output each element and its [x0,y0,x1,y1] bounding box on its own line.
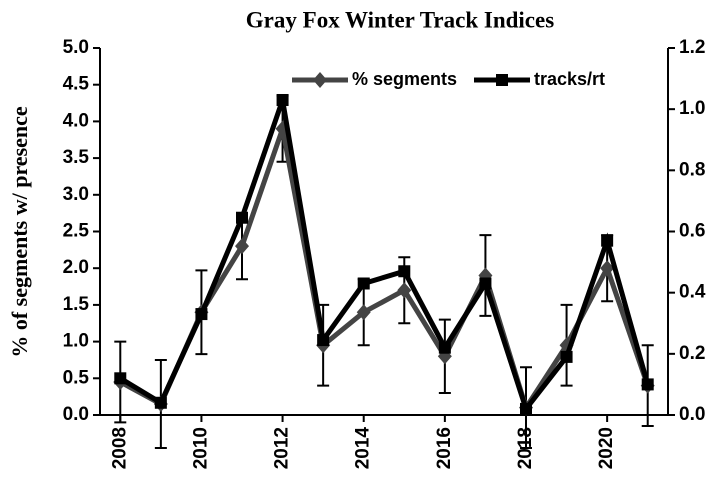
marker [560,350,573,363]
y-tick-label: 5.0 [63,37,89,58]
marker [438,341,451,354]
y-tick-label: 0.5 [63,367,90,388]
marker [154,396,167,409]
marker [236,211,248,224]
marker [317,334,330,347]
x-tick-label: 2012 [272,427,293,469]
legend-marker [313,72,327,88]
marker [479,277,492,290]
marker [520,402,532,415]
x-tick-label: 2016 [434,427,455,469]
y-tick-label: 2.0 [63,257,89,278]
y2-tick-label: 0.0 [679,404,705,425]
y-tick-label: 1.5 [63,294,90,315]
marker [235,238,249,255]
marker [601,234,614,247]
marker [195,308,208,321]
y-tick-label: 2.5 [63,221,90,242]
marker [357,277,370,290]
y2-tick-label: 1.2 [679,37,705,58]
x-tick-label: 2020 [596,427,617,469]
chart-title: Gray Fox Winter Track Indices [246,7,554,32]
y2-tick-label: 0.6 [679,221,705,242]
marker [397,282,412,299]
legend-label: % segments [352,69,457,89]
marker [398,265,411,278]
y-axis-label: % of segments w/ presence [7,106,32,358]
y2-tick-label: 1.0 [679,98,705,119]
y-tick-label: 1.0 [63,331,89,352]
x-tick-label: 2008 [109,427,130,469]
series-line [119,119,651,414]
y-tick-label: 3.0 [63,184,89,205]
marker [276,93,289,106]
y-tick-label: 4.0 [63,110,89,131]
y2-tick-label: 0.4 [679,282,706,303]
marker [600,260,615,277]
y2-tick-label: 0.8 [679,159,705,180]
y-tick-label: 4.5 [63,74,90,95]
marker [114,372,127,385]
y-tick-label: 3.5 [63,147,90,168]
y-tick-label: 0.0 [63,404,89,425]
marker [641,378,654,391]
legend-marker [496,74,508,86]
y2-tick-label: 0.2 [679,343,705,364]
legend-label: tracks/rt [534,69,605,89]
x-tick-label: 2010 [190,427,211,469]
x-tick-label: 2014 [353,427,374,470]
series-line [118,99,651,415]
marker [356,304,371,321]
